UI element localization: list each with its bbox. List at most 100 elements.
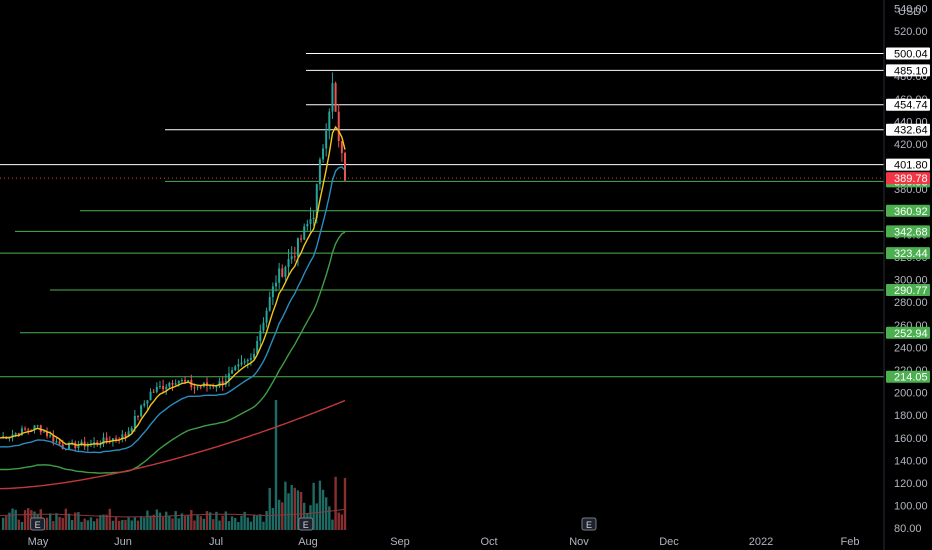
earnings-marker[interactable] [298,517,314,531]
earnings-marker-label: E [35,520,41,530]
earnings-marker[interactable] [581,517,597,531]
volume-bar [177,518,180,530]
volume-bar [246,517,249,530]
volume-bar [215,511,218,530]
volume-bar [77,512,80,530]
candle-body [243,361,246,363]
time-axis[interactable]: May Jun Jul Aug Sep Oct Nov Dec 2022 Feb [28,536,860,548]
support-price-label: 323.44 [894,248,928,260]
volume-bar [259,514,262,530]
volume-bar [199,516,202,530]
volume-bar [86,520,90,530]
candle-body [322,148,325,160]
volume-bar [14,509,17,530]
volume-bar [111,520,115,530]
volume-bar [102,514,105,530]
ema-fast-line [0,125,346,446]
volume-bar [61,517,64,530]
volume-bar [152,514,155,530]
candle-body [199,386,202,388]
volume-bar [318,480,322,530]
support-price-label-bg [886,326,930,339]
volume-bar [89,517,93,530]
volume-bar [284,481,287,530]
y-tick-label: 240.00 [894,342,928,354]
volume-bar [343,477,347,530]
ema-slow-line [0,231,346,474]
volume-bar [130,520,133,530]
resistance-price-label: 500.04 [894,49,928,61]
volume-bar [218,520,221,530]
candle-body [77,445,80,449]
candle-body [27,429,30,431]
volume-bar [1,517,5,530]
candle-body [249,358,252,360]
candle-body [20,428,23,436]
last-price-label-bg [886,172,930,185]
candle-body [162,386,165,390]
volume-bar [243,511,246,530]
volume-bar [202,518,206,530]
candle-body [11,434,14,437]
volume-bar [262,521,265,530]
candle-body [68,443,70,450]
y-tick-label: 300.00 [894,275,928,287]
volume-bar [139,516,143,530]
volume-bar [186,515,190,530]
candle-body [318,159,321,185]
earnings-marker-label: E [303,520,309,530]
volume-bar [252,515,256,530]
candle-body [196,386,199,388]
candle-body [240,362,243,365]
volume-bar [96,518,99,530]
volume-bar [230,516,234,530]
volume-bar [224,511,228,530]
support-price-label-bg [886,204,930,217]
volume-bar [227,521,231,530]
support-price-label: 214.05 [894,372,928,384]
resistance-price-label-bg [886,123,930,136]
volume-bar [64,508,68,530]
volume-bar [121,519,124,530]
x-tick-label: Jun [114,536,132,548]
candle-body [24,428,27,430]
candle-body [149,391,152,401]
volume-bar [290,485,293,530]
candle-body [337,111,340,141]
x-tick-label: 2022 [749,536,773,548]
candle-body [290,256,293,259]
volume-bar [92,521,96,530]
x-tick-label: Sep [390,536,410,548]
support-price-label-bg [886,247,930,260]
volume-ma-line [0,508,346,518]
volume-bar [20,521,24,530]
volume-bar [45,517,49,530]
volume-bar [337,512,340,530]
candle-body [111,438,114,442]
candle-body [315,184,318,218]
y-tick-label: 80.00 [894,523,922,535]
volume-bar [212,519,215,530]
volume-bar [70,519,74,530]
volume-bar [108,508,111,530]
volume-bar [161,516,165,530]
candle-body [237,364,240,367]
volume-bar [315,503,318,530]
resistance-price-label-bg [886,98,930,111]
candle-body [137,416,139,418]
candle-body [334,83,337,112]
candle-body [55,441,58,443]
volume-bar [321,489,325,530]
volume-bar [281,502,284,530]
volume-bar [55,513,58,530]
volume-bar [312,482,315,530]
resistance-price-label-bg [886,47,930,60]
volume-bar [171,518,174,530]
x-tick-label: Feb [841,536,860,548]
earnings-marker[interactable] [30,517,46,531]
volume-bar [52,521,55,530]
candle-body [296,238,299,257]
volume-bar [48,513,52,530]
